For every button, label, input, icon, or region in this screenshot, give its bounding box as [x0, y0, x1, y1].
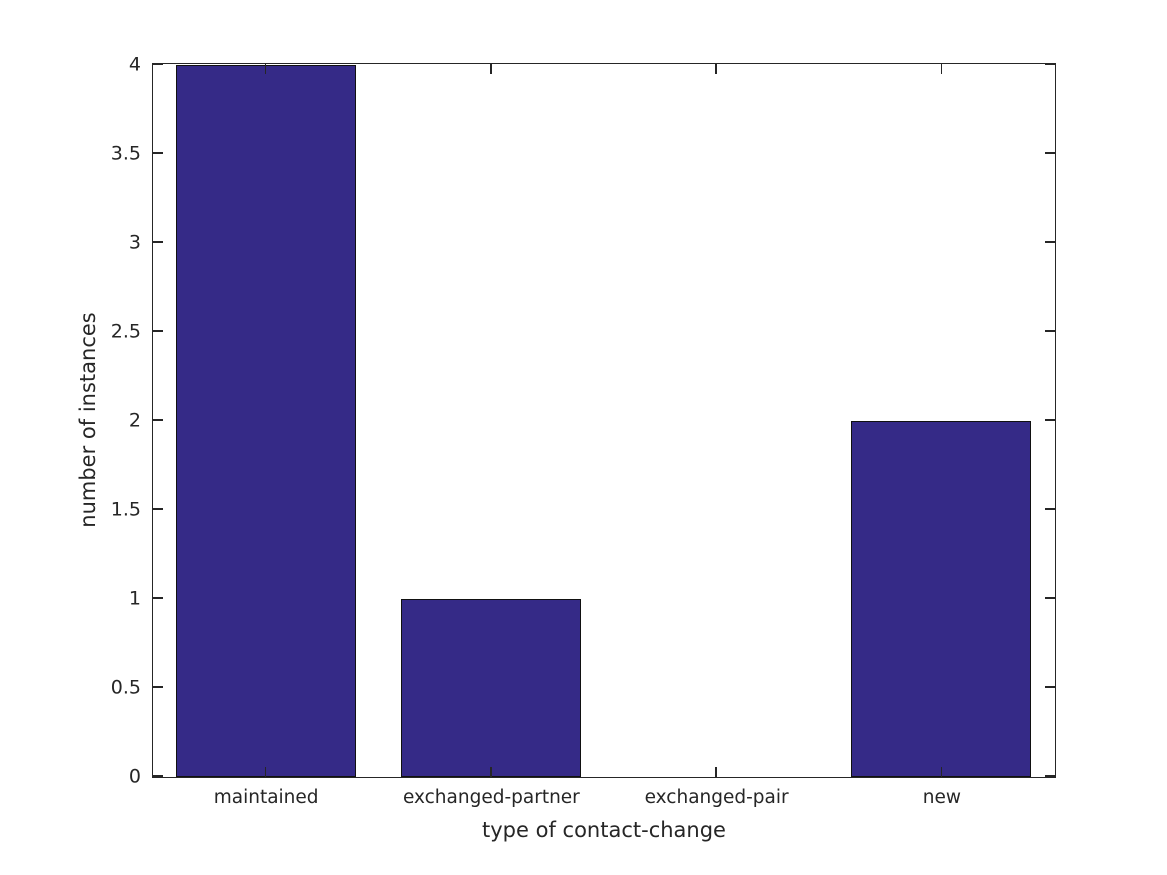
x-tick-mark-bottom — [715, 767, 717, 777]
x-tick-mark-top — [715, 64, 717, 74]
y-tick-label: 3.5 — [110, 142, 141, 165]
y-tick-label: 0 — [128, 765, 141, 788]
y-axis-label: number of instances — [76, 312, 100, 528]
x-tick-mark-bottom — [940, 767, 943, 777]
y-tick-label: 4 — [128, 53, 141, 76]
x-tick-mark-top — [264, 64, 267, 74]
y-tick-mark-right — [1045, 241, 1055, 243]
y-tick-label: 1.5 — [110, 498, 141, 521]
y-tick-mark-left — [153, 775, 163, 777]
bar-new — [851, 421, 1032, 777]
y-tick-mark-left — [153, 241, 163, 243]
y-tick-label: 0.5 — [110, 676, 141, 699]
y-tick-mark-left — [153, 686, 163, 688]
y-tick-mark-right — [1045, 508, 1055, 510]
y-tick-mark-left — [153, 597, 163, 599]
y-tick-label: 3 — [128, 231, 141, 254]
y-tick-mark-right — [1045, 775, 1055, 777]
x-tick-label: new — [922, 787, 961, 808]
bar-exchanged-partner — [400, 599, 581, 777]
y-tick-mark-right — [1045, 419, 1055, 421]
x-tick-label: maintained — [213, 787, 319, 808]
y-tick-label: 2.5 — [110, 320, 141, 343]
y-tick-mark-left — [153, 63, 163, 65]
y-tick-mark-left — [153, 330, 163, 332]
x-tick-mark-top — [940, 64, 943, 74]
x-tick-mark-top — [490, 64, 492, 74]
x-tick-mark-bottom — [264, 767, 267, 777]
x-tick-label: exchanged-partner — [402, 787, 580, 808]
y-tick-mark-right — [1045, 330, 1055, 332]
y-tick-label: 2 — [128, 409, 141, 432]
x-axis-label: type of contact-change — [482, 818, 726, 842]
bar-maintained — [175, 65, 356, 777]
y-tick-mark-left — [153, 419, 163, 421]
y-tick-mark-right — [1045, 597, 1055, 599]
y-tick-mark-right — [1045, 686, 1055, 688]
y-tick-mark-left — [153, 152, 163, 154]
plot-area — [152, 63, 1056, 778]
y-tick-mark-left — [153, 508, 163, 510]
y-tick-label: 1 — [128, 587, 141, 610]
y-tick-mark-right — [1045, 63, 1055, 65]
x-tick-mark-bottom — [490, 767, 492, 777]
y-tick-mark-right — [1045, 152, 1055, 154]
x-tick-label: exchanged-pair — [644, 787, 789, 808]
